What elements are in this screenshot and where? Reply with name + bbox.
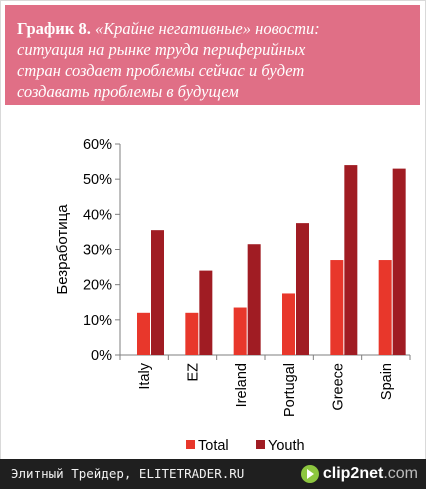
footer-source-text: Элитный Трейдер, ELITETRADER.RU (11, 466, 245, 481)
bar-youth-ez (199, 270, 213, 355)
logo-text-c: .com (383, 465, 418, 482)
y-tick-label: 10% (83, 313, 112, 329)
header-line-1: «Крайне негативные» новости: (94, 19, 320, 38)
clip2net-logo[interactable]: clip2 net .com (300, 462, 418, 486)
bar-youth-ireland (247, 244, 261, 355)
bar-total-greece (330, 260, 344, 355)
bar-total-portugal (282, 293, 295, 355)
bar-total-italy (137, 312, 150, 355)
header-band: График 8. «Крайне негативные» новости: с… (5, 5, 420, 105)
header-label: График 8. (17, 19, 91, 38)
logo-text-a: clip2 (322, 465, 360, 482)
x-category-label: Italy (137, 362, 153, 389)
y-tick-label: 30% (83, 243, 112, 259)
legend-swatch-total (186, 440, 195, 449)
y-tick-label: 20% (83, 278, 112, 294)
y-tick-label: 40% (83, 207, 112, 223)
y-tick-label: 0% (91, 348, 112, 364)
legend-label-youth: Youth (268, 438, 305, 454)
y-axis-title: Безработица (54, 204, 71, 295)
clip2net-arrow-icon (300, 465, 319, 483)
unemployment-chart: 0% 10% 20% 30% 40% 50% 60% Безработица Italy EZ Ir… (54, 137, 411, 454)
bar-total-ireland (233, 307, 247, 355)
y-tick-label: 50% (83, 172, 112, 188)
bar-youth-portugal (296, 223, 309, 355)
logo-text-b: net (359, 465, 384, 482)
bar-youth-spain (392, 168, 406, 355)
header-line-4: создавать проблемы в будущем (17, 82, 239, 101)
x-category-label: EZ (186, 363, 202, 382)
bar-total-spain (378, 260, 392, 355)
legend-swatch-youth (256, 440, 265, 449)
y-tick-label: 60% (83, 137, 112, 153)
x-category-label: Portugal (282, 363, 298, 417)
bar-youth-greece (344, 165, 358, 355)
bar-total-ez (185, 312, 199, 355)
header-line-3: стран создает проблемы сейчас и будет (17, 61, 305, 80)
legend-label-total: Total (198, 438, 229, 454)
x-category-label: Spain (379, 363, 395, 400)
header-line-2: ситуация на рынке труда периферийных (17, 40, 306, 59)
header-text: График 8. «Крайне негативные» новости: с… (17, 18, 417, 102)
footer-bar: Элитный Трейдер, ELITETRADER.RU clip2 net… (0, 459, 426, 489)
bar-youth-italy (151, 230, 164, 355)
x-category-label: Ireland (234, 363, 250, 407)
x-category-label: Greece (331, 363, 347, 411)
